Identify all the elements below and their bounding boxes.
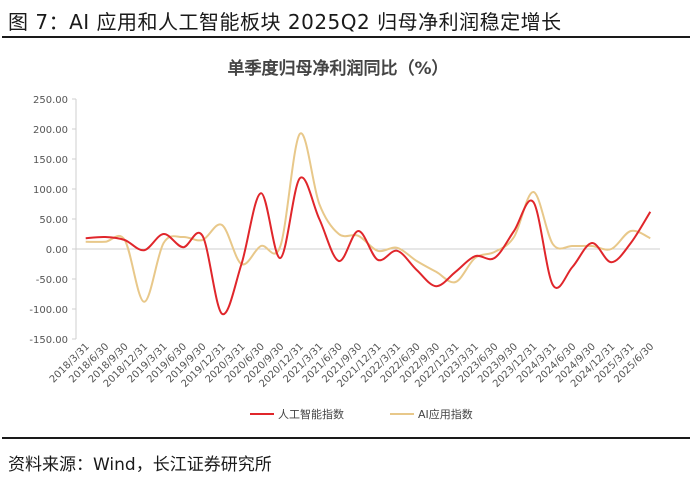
y-tick-label: 50.00 <box>39 215 68 226</box>
y-tick-label: 250.00 <box>33 95 68 106</box>
y-tick-label: -100.00 <box>29 305 68 316</box>
y-tick-label: -50.00 <box>36 275 68 286</box>
y-tick-label: 200.00 <box>33 125 68 136</box>
chart-title: 单季度归母净利润同比（%） <box>227 58 448 79</box>
y-axis: 250.00 200.00 150.00 100.00 50.00 0.00 -50.00 -… <box>29 95 77 346</box>
legend-label: AI应用指数 <box>418 407 473 421</box>
figure-title: 图 7：AI 应用和人工智能板块 2025Q2 归母净利润稳定增长 <box>8 10 562 34</box>
y-tick-label: 150.00 <box>33 155 68 166</box>
series-line-2 <box>85 132 651 303</box>
y-tick-label: 100.00 <box>33 185 68 196</box>
x-axis: 2018/3/312018/6/302018/9/302018/12/31201… <box>48 248 660 390</box>
series-line-1 <box>85 176 652 315</box>
series-lines <box>85 132 652 315</box>
line-chart: 单季度归母净利润同比（%） 250.00 200.00 150.00 100.00 50… <box>29 58 660 421</box>
top-rule <box>2 36 690 38</box>
y-tick-label: 0.00 <box>46 245 68 256</box>
legend-label: 人工智能指数 <box>278 407 344 421</box>
y-tick-label: -150.00 <box>29 335 68 346</box>
bottom-rule <box>2 437 690 439</box>
legend: 人工智能指数 AI应用指数 <box>250 407 473 421</box>
source-note: 资料来源：Wind，长江证券研究所 <box>8 455 272 475</box>
